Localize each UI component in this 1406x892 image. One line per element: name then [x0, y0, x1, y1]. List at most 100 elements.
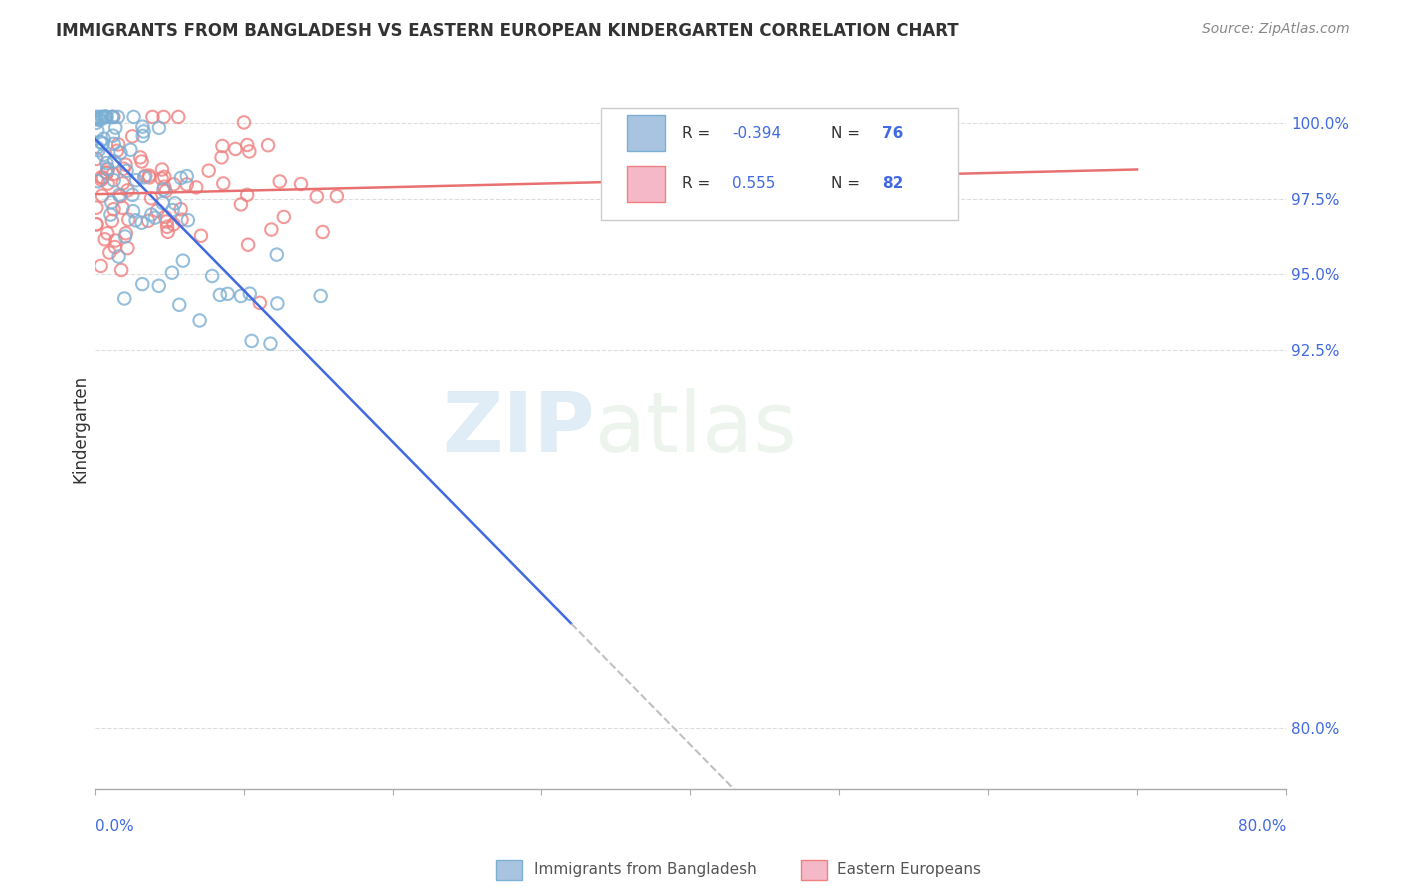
Point	[93, 147, 115, 161]
Point	[90, 259, 112, 273]
Point	[148, 120, 170, 135]
Point	[190, 228, 212, 243]
Point	[110, 189, 132, 203]
Point	[90, 173, 112, 187]
Point	[176, 169, 198, 183]
Point	[89, 113, 111, 128]
Point	[186, 180, 208, 194]
Point	[124, 213, 146, 227]
Point	[131, 154, 153, 169]
Point	[87, 144, 110, 158]
Text: N =: N =	[831, 177, 865, 191]
Point	[96, 166, 118, 180]
Point	[90, 110, 112, 124]
Text: IMMIGRANTS FROM BANGLADESH VS EASTERN EUROPEAN KINDERGARTEN CORRELATION CHART: IMMIGRANTS FROM BANGLADESH VS EASTERN EU…	[56, 22, 959, 40]
Point	[103, 110, 125, 124]
Point	[112, 292, 135, 306]
Point	[103, 154, 125, 169]
Point	[96, 156, 118, 170]
Point	[101, 110, 124, 124]
Text: R =: R =	[682, 177, 720, 191]
Point	[97, 177, 120, 191]
Point	[100, 208, 122, 222]
Point	[136, 214, 159, 228]
Point	[309, 289, 332, 303]
Point	[143, 211, 166, 225]
Point	[131, 128, 153, 143]
Point	[132, 124, 155, 138]
Text: R =: R =	[682, 126, 716, 141]
Text: atlas: atlas	[595, 388, 797, 469]
Point	[170, 170, 193, 185]
Point	[121, 187, 143, 202]
Point	[155, 214, 177, 228]
Text: N =: N =	[831, 126, 865, 141]
Point	[114, 227, 136, 241]
Point	[132, 170, 155, 185]
Point	[197, 163, 219, 178]
Point	[90, 170, 112, 185]
Point	[141, 208, 163, 222]
Point	[98, 245, 121, 260]
Point	[131, 277, 153, 292]
Point	[120, 143, 142, 157]
Point	[84, 110, 107, 124]
Text: 76: 76	[882, 126, 904, 141]
Point	[108, 188, 131, 202]
Point	[138, 169, 160, 183]
Point	[266, 296, 288, 310]
Point	[107, 110, 129, 124]
Point	[201, 268, 224, 283]
Text: Eastern Europeans: Eastern Europeans	[837, 863, 980, 877]
Point	[111, 201, 134, 215]
Point	[131, 120, 153, 134]
Point	[266, 247, 288, 261]
FancyBboxPatch shape	[627, 166, 665, 202]
Point	[229, 289, 252, 303]
Point	[188, 313, 211, 327]
Point	[114, 229, 136, 244]
Point	[91, 188, 114, 202]
Text: 82: 82	[882, 177, 904, 191]
Point	[139, 191, 162, 205]
Point	[101, 167, 124, 181]
Text: Source: ZipAtlas.com: Source: ZipAtlas.com	[1202, 22, 1350, 37]
Point	[107, 137, 129, 152]
Point	[93, 232, 115, 246]
Point	[211, 139, 233, 153]
Point	[153, 169, 176, 184]
FancyBboxPatch shape	[627, 115, 665, 152]
Point	[96, 110, 118, 124]
Point	[129, 150, 152, 164]
Point	[86, 123, 108, 137]
Point	[112, 161, 135, 176]
Point	[224, 142, 246, 156]
Point	[121, 129, 143, 144]
Point	[87, 110, 110, 124]
Point	[103, 202, 125, 217]
Point	[96, 161, 118, 176]
Point	[93, 132, 115, 146]
Point	[104, 120, 127, 135]
Point	[236, 237, 259, 252]
Point	[96, 166, 118, 180]
Point	[172, 253, 194, 268]
Point	[89, 135, 111, 149]
Point	[101, 110, 124, 124]
Point	[162, 203, 184, 218]
Point	[104, 234, 127, 248]
Point	[100, 195, 122, 210]
Point	[141, 110, 163, 124]
Point	[212, 177, 235, 191]
Point	[233, 115, 256, 129]
Point	[177, 213, 200, 227]
Point	[260, 222, 283, 236]
Point	[239, 286, 262, 301]
Point	[153, 210, 176, 224]
Text: ZIP: ZIP	[443, 388, 595, 469]
Point	[87, 174, 110, 188]
Point	[91, 110, 114, 124]
Point	[176, 178, 198, 192]
Point	[167, 110, 190, 124]
Point	[311, 225, 333, 239]
